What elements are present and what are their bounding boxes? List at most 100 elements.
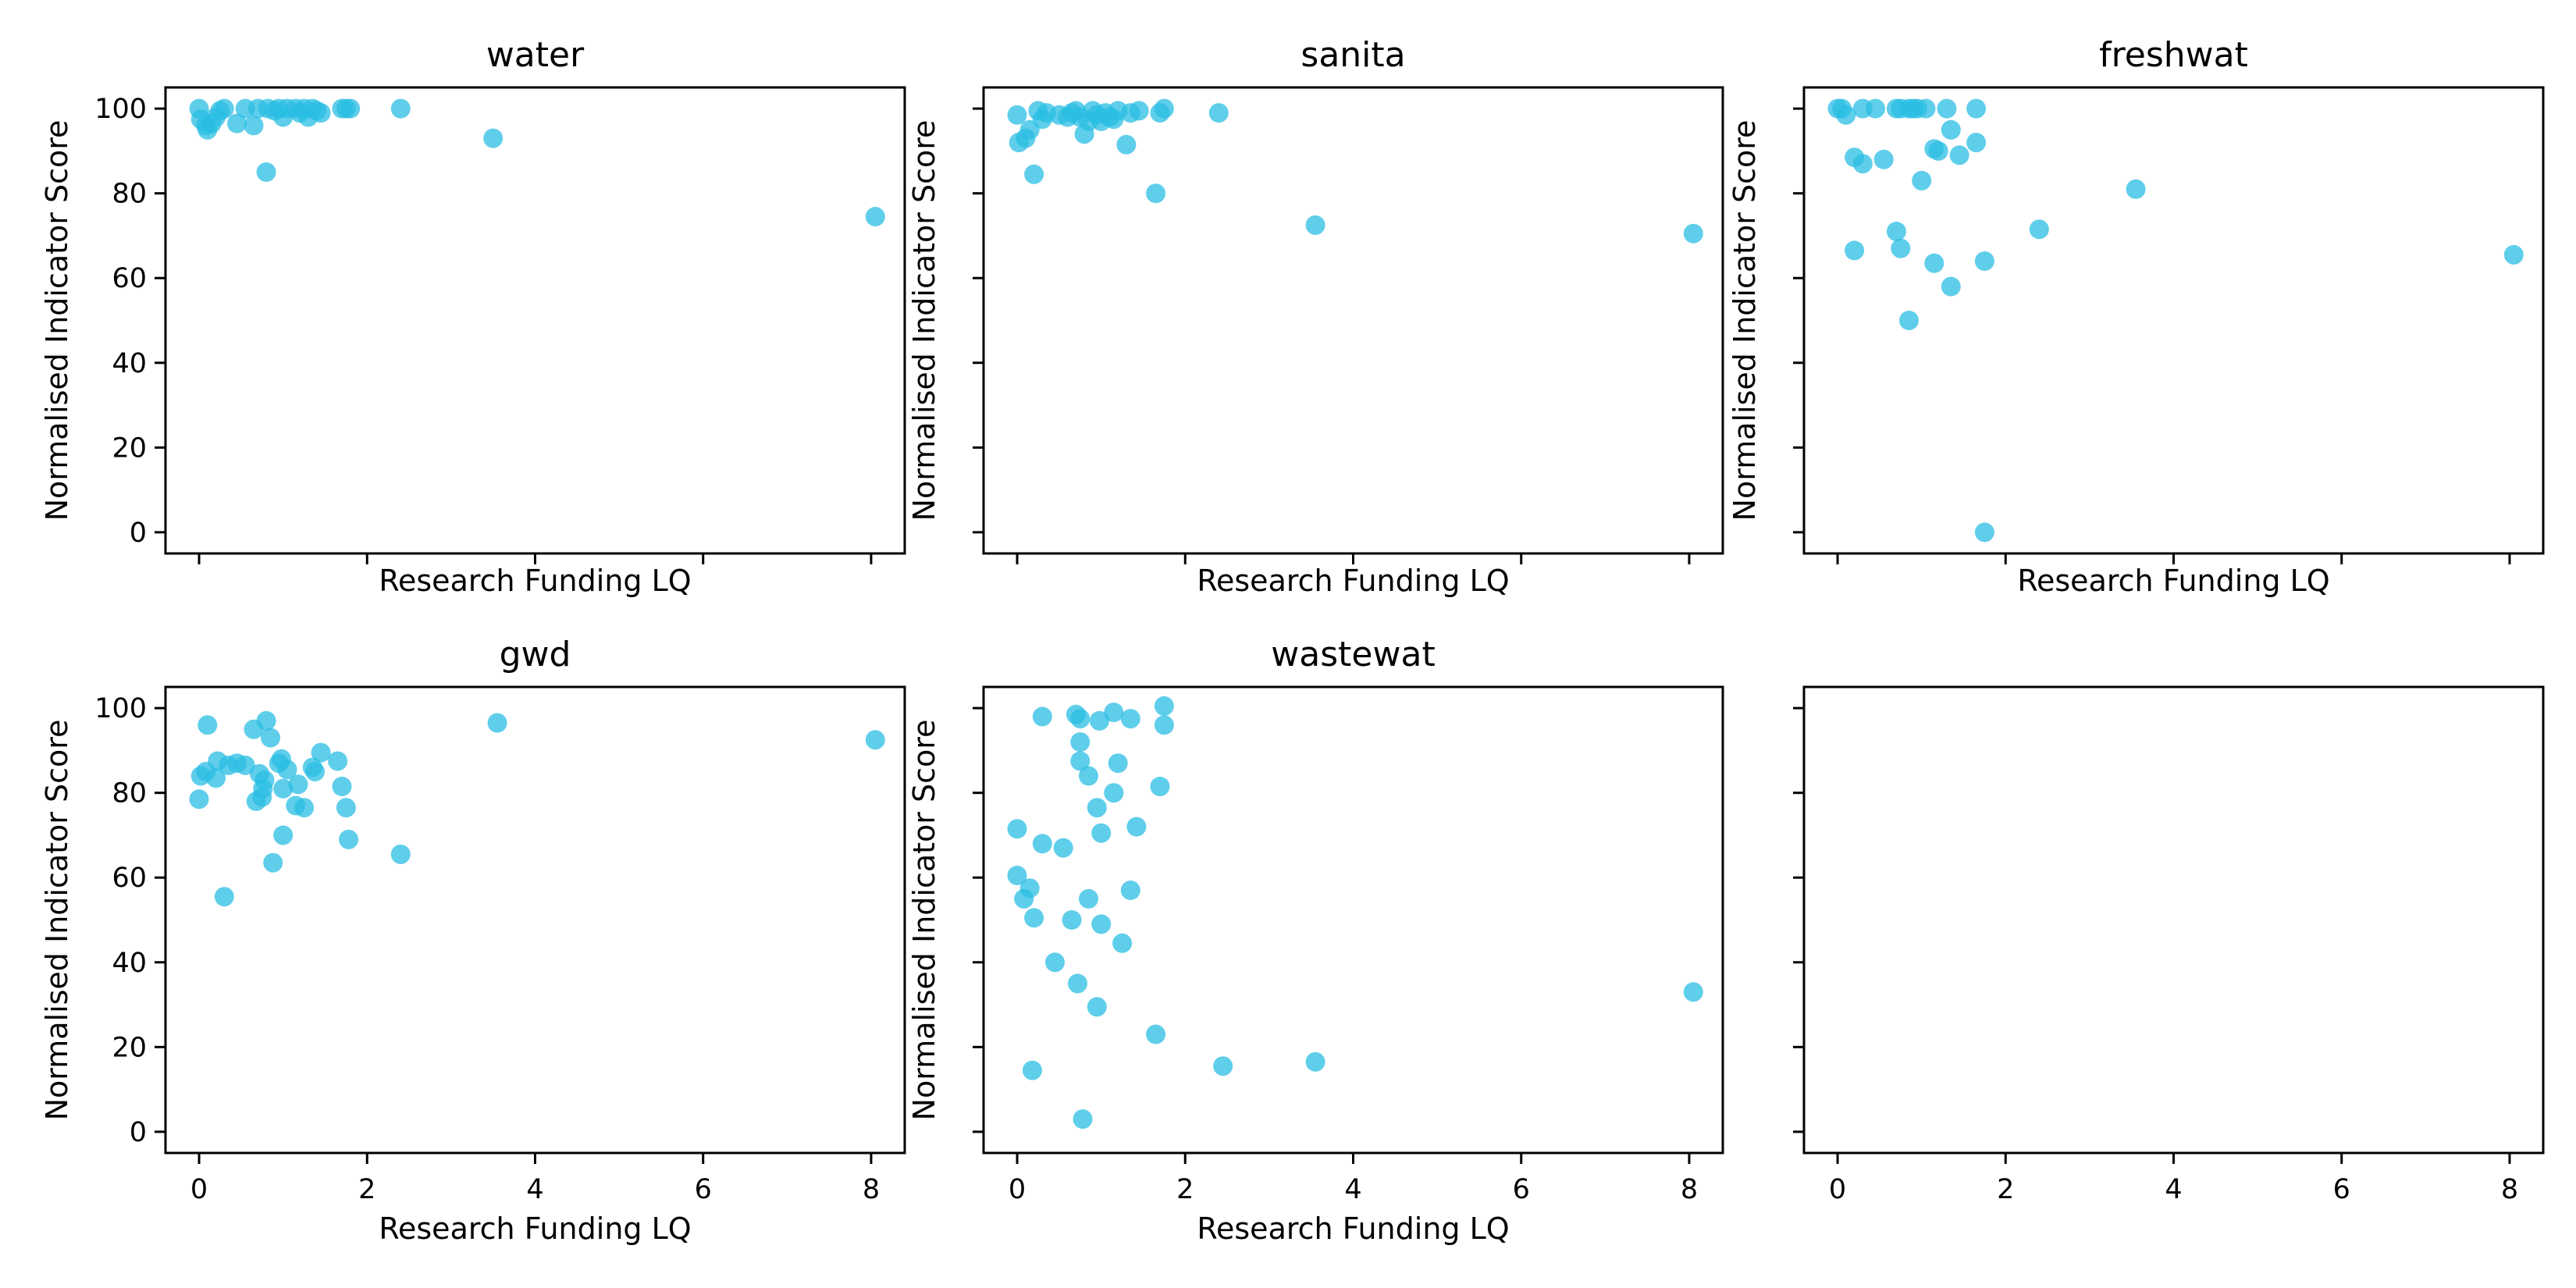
scatter-point xyxy=(1073,1109,1093,1130)
scatter-point xyxy=(1941,276,1961,297)
x-tick-label: 8 xyxy=(1681,1174,1698,1205)
scatter-point xyxy=(254,770,275,790)
subplot-title: freshwat xyxy=(2099,35,2248,75)
scatter-point xyxy=(214,98,234,119)
subplot-title: wastewat xyxy=(1271,635,1435,674)
subplot-wastewat: 0 2 4 6 8 wastewat Research Funding LQ Normalis… xyxy=(907,635,1724,1246)
scatter-point xyxy=(1079,766,1098,786)
y-axis-label: Normalised Indicator Score xyxy=(40,720,74,1121)
x-tick-label: 4 xyxy=(526,1174,543,1205)
y-tick-label: 60 xyxy=(112,863,147,894)
y-tick-label: 80 xyxy=(112,179,147,210)
scatter-point xyxy=(483,128,503,148)
scatter-point xyxy=(1053,838,1073,858)
scatter-point xyxy=(1899,311,1919,330)
scatter-point xyxy=(1873,149,1894,169)
x-tick-label: 4 xyxy=(1344,1174,1361,1205)
scatter-point xyxy=(261,728,280,748)
scatter-point xyxy=(273,825,294,845)
scatter-point xyxy=(214,887,234,907)
scatter-point xyxy=(1866,98,1885,119)
scatter-point xyxy=(865,730,885,750)
scatter-point xyxy=(487,713,507,733)
scatter-point xyxy=(1007,866,1027,885)
subplot-sanita: sanita Research Funding LQ Normalised Indi… xyxy=(907,35,1724,598)
scatter-point xyxy=(197,715,218,735)
scatter-point xyxy=(1087,997,1107,1017)
scatter-point xyxy=(1062,910,1082,930)
x-tick-label: 4 xyxy=(2165,1174,2182,1205)
scatter-point xyxy=(1845,240,1865,261)
x-tick-label: 0 xyxy=(1829,1174,1846,1205)
scatter-point xyxy=(1104,783,1124,803)
subplot-title: water xyxy=(486,35,585,75)
scatter-point xyxy=(189,789,209,809)
y-tick-label: 60 xyxy=(112,263,147,294)
scatter-point xyxy=(311,742,331,763)
scatter-point xyxy=(277,760,297,780)
scatter-point xyxy=(1045,952,1065,973)
subplot-freshwat: freshwat Research Funding LQ Normalised In… xyxy=(1727,35,2545,598)
scatter-point xyxy=(294,798,315,818)
scatter-point xyxy=(340,98,361,119)
scatter-point xyxy=(1108,753,1128,774)
scatter-point xyxy=(336,798,356,818)
x-axis-label: Research Funding LQ xyxy=(379,564,691,598)
subplot-title: sanita xyxy=(1300,35,1405,75)
y-tick-label: 40 xyxy=(112,348,147,379)
scatter-point xyxy=(1126,817,1147,837)
scatter-point xyxy=(1019,878,1040,898)
scatter-point xyxy=(1024,908,1044,928)
x-tick-label: 8 xyxy=(863,1174,880,1205)
scatter-point xyxy=(1852,154,1873,174)
scatter-point xyxy=(1022,1060,1042,1080)
x-tick-label: 2 xyxy=(358,1174,375,1205)
scatter-point xyxy=(1129,101,1149,121)
scatter-point xyxy=(1912,170,1932,190)
scatter-point xyxy=(305,762,326,781)
y-tick-label: 40 xyxy=(112,948,147,979)
x-tick-label: 6 xyxy=(1513,1174,1530,1205)
subplot-water: 0 20 40 60 80 100 water Research Funding LQ Norm… xyxy=(40,35,906,598)
scatter-point xyxy=(288,774,308,795)
y-tick-label: 100 xyxy=(94,693,147,724)
scatter-point xyxy=(273,778,294,799)
y-axis-label: Normalised Indicator Score xyxy=(1727,120,1762,521)
scatter-point xyxy=(2029,219,2049,240)
x-tick-label: 6 xyxy=(695,1174,712,1205)
scatter-point xyxy=(1116,134,1137,155)
scatter-point xyxy=(1949,145,1969,165)
scatter-point xyxy=(2503,244,2524,265)
scatter-point xyxy=(1087,798,1107,818)
scatter-point xyxy=(1928,141,1948,161)
y-tick-label: 80 xyxy=(112,778,147,809)
scatter-point xyxy=(1916,98,1936,119)
scatter-point xyxy=(244,116,264,136)
scatter-point xyxy=(328,751,348,771)
scatter-point xyxy=(1683,982,1703,1002)
scatter-point xyxy=(1891,238,1911,258)
scatter-point xyxy=(1924,253,1944,273)
scatter-point xyxy=(390,844,411,864)
scatter-point xyxy=(332,777,352,796)
scatter-point xyxy=(1104,703,1124,723)
scatter-point xyxy=(1305,215,1325,235)
y-axis-label: Normalised Indicator Score xyxy=(40,120,74,521)
y-tick-label: 20 xyxy=(112,432,147,464)
scatter-point xyxy=(1070,732,1091,753)
x-axis-label: Research Funding LQ xyxy=(2017,564,2329,598)
scatter-point xyxy=(1966,133,1987,153)
scatter-point xyxy=(1032,834,1052,854)
scatter-point xyxy=(1146,183,1166,204)
scatter-point xyxy=(235,755,255,775)
scatter-point xyxy=(865,207,885,226)
scatter-point xyxy=(1091,823,1112,843)
scatter-point xyxy=(1937,98,1957,119)
scatter-point xyxy=(1112,933,1133,953)
scatter-point xyxy=(1213,1056,1233,1076)
scatter-point xyxy=(339,829,359,849)
x-tick-label: 2 xyxy=(1997,1174,2014,1205)
